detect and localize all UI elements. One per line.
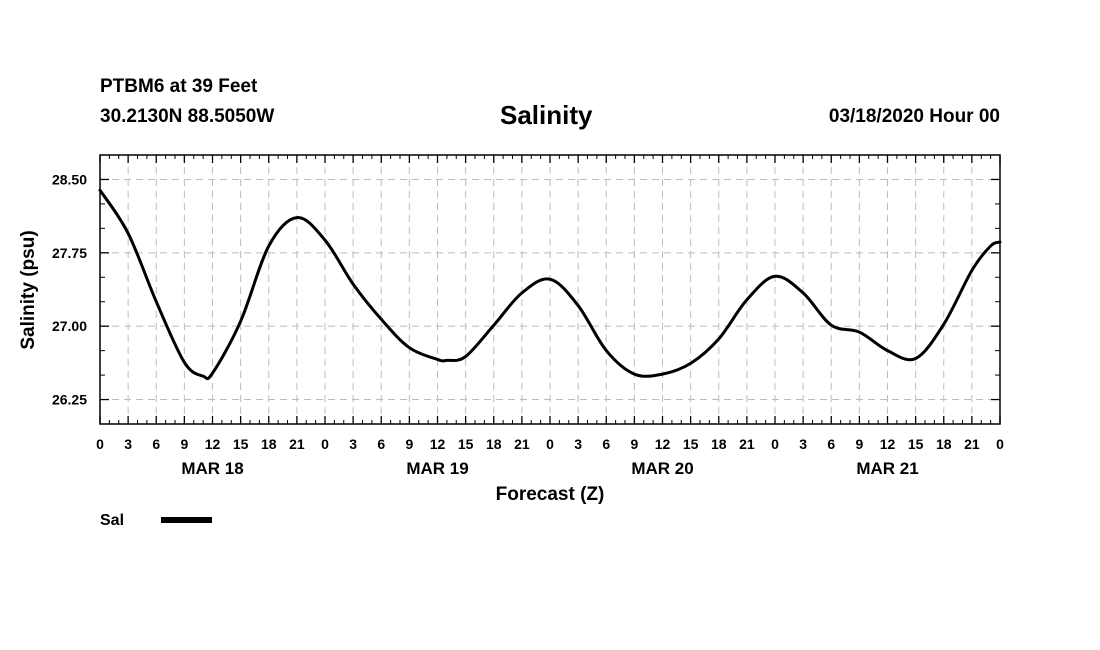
x-tick-label: 12 <box>205 436 221 452</box>
x-tick-label: 3 <box>349 436 357 452</box>
x-tick-label: 3 <box>799 436 807 452</box>
x-tick-label: 0 <box>771 436 779 452</box>
x-tick-label: 9 <box>630 436 638 452</box>
x-tick-label: 18 <box>711 436 727 452</box>
chart-title: Salinity <box>500 100 593 130</box>
x-tick-label: 21 <box>289 436 305 452</box>
x-tick-label: 0 <box>546 436 554 452</box>
x-tick-label: 15 <box>458 436 474 452</box>
x-tick-label: 21 <box>739 436 755 452</box>
x-tick-label: 12 <box>880 436 896 452</box>
station-label: PTBM6 at 39 Feet <box>100 76 258 97</box>
x-axis-title: Forecast (Z) <box>496 484 605 505</box>
day-label: MAR 20 <box>631 459 693 478</box>
x-tick-label: 6 <box>602 436 610 452</box>
x-tick-label: 9 <box>405 436 413 452</box>
y-axis-title: Salinity (psu) <box>18 230 39 349</box>
y-tick-label: 28.50 <box>52 171 87 187</box>
x-tick-label: 3 <box>574 436 582 452</box>
x-tick-label: 0 <box>96 436 104 452</box>
x-tick-label: 6 <box>152 436 160 452</box>
y-tick-label: 27.75 <box>52 245 87 261</box>
y-tick-label: 27.00 <box>52 318 87 334</box>
x-tick-label: 6 <box>377 436 385 452</box>
grid-lines <box>100 155 1000 424</box>
plot-frame <box>99 154 1001 425</box>
x-tick-label: 12 <box>430 436 446 452</box>
x-tick-label: 0 <box>996 436 1004 452</box>
coordinates-label: 30.2130N 88.5050W <box>100 106 275 127</box>
x-tick-label: 18 <box>936 436 952 452</box>
day-label: MAR 19 <box>406 459 468 478</box>
x-tick-label: 3 <box>124 436 132 452</box>
axis-labels: 0 3 6 9 12 15 18 21 0 3 6 9 12 15 18 21 0 3 6 9 12 15 18 21 0 3 6 9… <box>52 171 1004 478</box>
x-tick-label: 12 <box>655 436 671 452</box>
x-tick-label: 21 <box>514 436 530 452</box>
x-tick-label: 0 <box>321 436 329 452</box>
x-tick-label: 9 <box>180 436 188 452</box>
day-label: MAR 18 <box>181 459 243 478</box>
forecast-time-label: 03/18/2020 Hour 00 <box>828 106 1000 127</box>
y-tick-label: 26.25 <box>52 392 87 408</box>
x-tick-label: 18 <box>486 436 502 452</box>
x-tick-label: 15 <box>908 436 924 452</box>
series-line-sal <box>98 188 1002 381</box>
day-label: MAR 21 <box>856 459 918 478</box>
x-tick-label: 9 <box>855 436 863 452</box>
x-tick-label: 18 <box>261 436 277 452</box>
legend-label: Sal <box>100 512 124 529</box>
x-tick-label: 15 <box>683 436 699 452</box>
x-tick-label: 6 <box>827 436 835 452</box>
x-tick-label: 15 <box>233 436 249 452</box>
x-tick-label: 21 <box>964 436 980 452</box>
